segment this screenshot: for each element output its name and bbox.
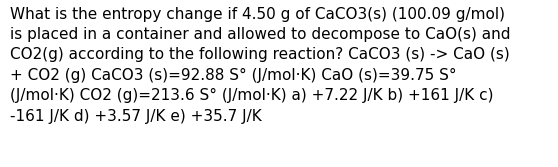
Text: What is the entropy change if 4.50 g of CaCO3(s) (100.09 g/mol)
is placed in a c: What is the entropy change if 4.50 g of … <box>10 7 511 124</box>
